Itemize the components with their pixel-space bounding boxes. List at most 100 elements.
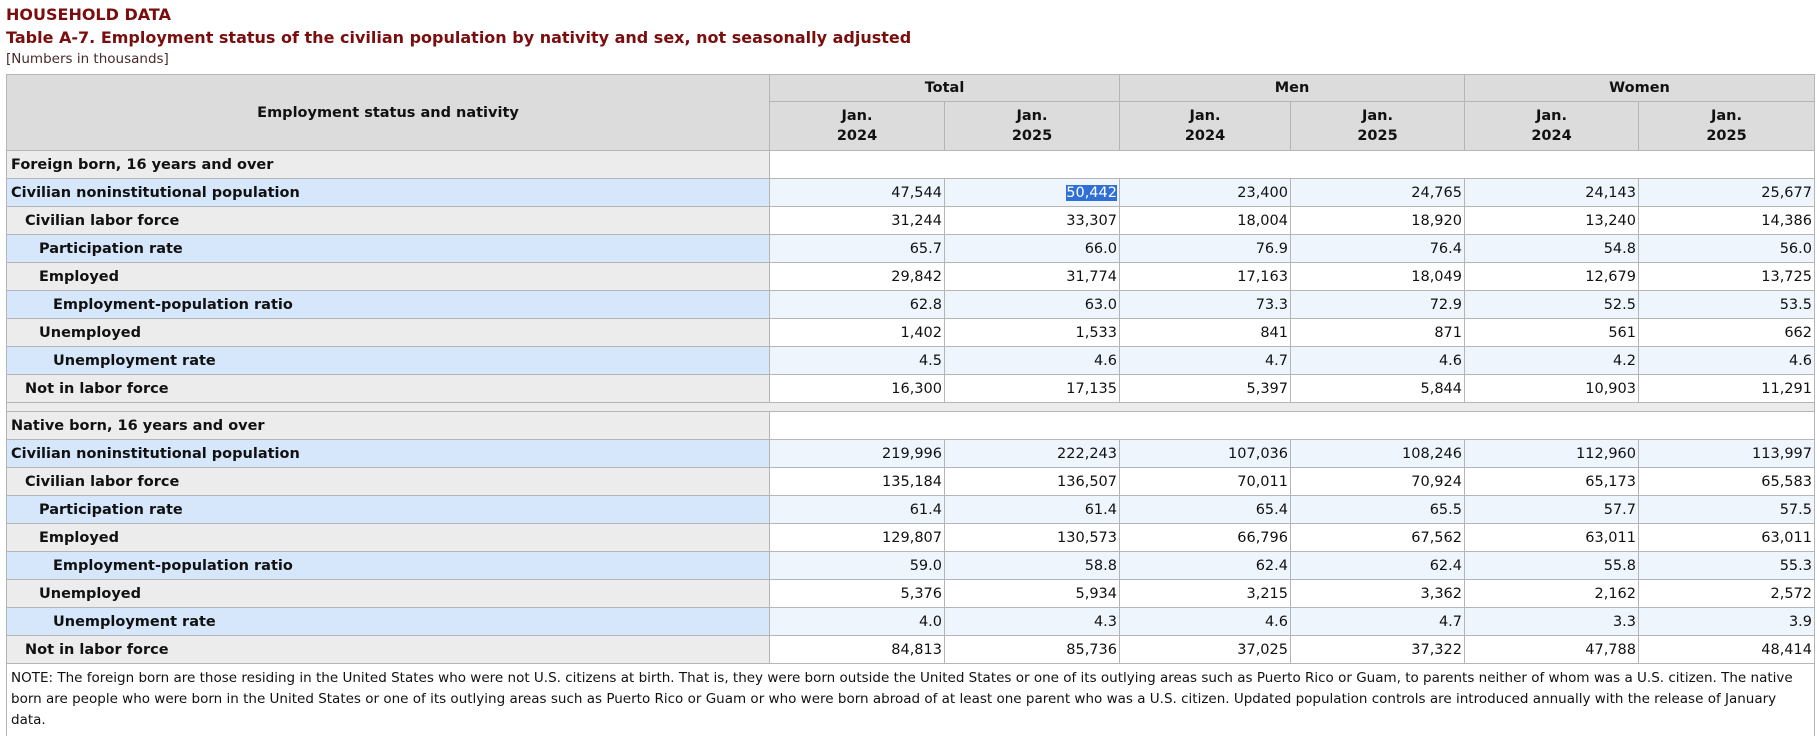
data-row: Civilian labor force 31,244 33,307 18,004 18…	[6, 206, 1815, 235]
value-cell: 23,400	[1119, 178, 1291, 207]
value-cell: 5,397	[1119, 374, 1291, 403]
value-cell: 55.8	[1464, 551, 1639, 580]
stub-header: Employment status and nativity	[6, 74, 770, 151]
row-label: Civilian labor force	[6, 467, 770, 496]
column-header-line: Jan.	[841, 108, 873, 124]
column-header: Jan. 2025	[1638, 101, 1815, 151]
table-head: Employment status and nativity Total Men Wo…	[6, 74, 1815, 151]
header-row: Jan. 2024 Jan. 2025 Jan. 2024 Jan. 2025 Jan. 2024…	[7, 101, 1815, 151]
value-cell: 841	[1119, 318, 1291, 347]
value-cell: 17,135	[944, 374, 1120, 403]
value-cell: 129,807	[769, 523, 945, 552]
value-cell: 4.6	[1638, 346, 1815, 375]
value-cell: 53.5	[1638, 290, 1815, 319]
value-cell: 56.0	[1638, 234, 1815, 263]
value-cell: 107,036	[1119, 439, 1291, 468]
data-row: Employment-population ratio 59.0 58.8 62.4 6…	[6, 551, 1815, 580]
column-header-line: 2024	[1184, 128, 1226, 144]
value-cell: 4.3	[944, 607, 1120, 636]
value-cell: 13,725	[1638, 262, 1815, 291]
column-header-line: Jan.	[1535, 108, 1567, 124]
group-header: Men	[1119, 74, 1465, 102]
data-row: Not in labor force 16,300 17,135 5,397 5,844…	[6, 374, 1815, 403]
value-cell: 70,011	[1119, 467, 1291, 496]
value-cell: 136,507	[944, 467, 1120, 496]
value-cell: 57.5	[1638, 495, 1815, 524]
column-header: Jan. 2025	[944, 101, 1120, 151]
note-row: NOTE: The foreign born are those residin…	[6, 663, 1815, 736]
spacer-cell	[6, 402, 1815, 412]
data-row: Unemployment rate 4.0 4.3 4.6 4.7 3.3 3.9	[6, 607, 1815, 636]
section-row: Native born, 16 years and over	[6, 411, 1815, 440]
row-label: Not in labor force	[6, 374, 770, 403]
data-row: Civilian noninstitutional population 219,…	[6, 439, 1815, 468]
value-cell: 65.7	[769, 234, 945, 263]
row-label: Employment-population ratio	[6, 290, 770, 319]
value-cell: 37,322	[1290, 635, 1465, 664]
column-header-line: 2025	[1706, 128, 1747, 144]
value-cell: 72.9	[1290, 290, 1465, 319]
value-cell: 1,533	[944, 318, 1120, 347]
value-cell: 54.8	[1464, 234, 1639, 263]
value-cell: 4.0	[769, 607, 945, 636]
section-blank	[769, 150, 1815, 179]
value-cell: 662	[1638, 318, 1815, 347]
value-cell: 10,903	[1464, 374, 1639, 403]
data-row: Employment-population ratio 62.8 63.0 73.3 7…	[6, 290, 1815, 319]
value-cell: 113,997	[1638, 439, 1815, 468]
table-subtitle: [Numbers in thousands]	[6, 51, 169, 67]
value-cell: 2,162	[1464, 579, 1639, 608]
value-cell: 561	[1464, 318, 1639, 347]
value-cell: 62.8	[769, 290, 945, 319]
value-cell: 2,572	[1638, 579, 1815, 608]
row-label: Unemployed	[6, 579, 770, 608]
value-cell: 73.3	[1119, 290, 1291, 319]
value-cell: 61.4	[944, 495, 1120, 524]
data-row: Civilian labor force 135,184 136,507 70,011…	[6, 467, 1815, 496]
value-cell: 57.7	[1464, 495, 1639, 524]
value-cell: 63,011	[1638, 523, 1815, 552]
value-cell: 66,796	[1119, 523, 1291, 552]
column-header-line: 2024	[1531, 128, 1572, 144]
data-row: Participation rate 65.7 66.0 76.9 76.4 54.8 56…	[6, 234, 1815, 263]
section-title: Native born, 16 years and over	[6, 411, 770, 440]
value-cell: 31,244	[769, 206, 945, 235]
value-cell: 3.3	[1464, 607, 1639, 636]
value-cell: 24,765	[1290, 178, 1465, 207]
value-cell: 65.4	[1119, 495, 1291, 524]
row-label: Employed	[6, 262, 770, 291]
value-cell: 130,573	[944, 523, 1120, 552]
value-cell: 48,414	[1638, 635, 1815, 664]
column-header: Jan. 2024	[769, 101, 945, 151]
row-label: Unemployment rate	[6, 607, 770, 636]
value-cell: 5,844	[1290, 374, 1465, 403]
value-cell: 18,920	[1290, 206, 1465, 235]
column-header-line: 2025	[1357, 128, 1398, 144]
data-row: Unemployment rate 4.5 4.6 4.7 4.6 4.2 4.6	[6, 346, 1815, 375]
value-cell: 13,240	[1464, 206, 1639, 235]
value-cell: 58.8	[944, 551, 1120, 580]
value-cell: 3,215	[1119, 579, 1291, 608]
group-header: Women	[1464, 74, 1815, 102]
value-cell: 62.4	[1290, 551, 1465, 580]
row-label: Participation rate	[6, 495, 770, 524]
value-cell: 4.5	[769, 346, 945, 375]
row-label: Unemployment rate	[6, 346, 770, 375]
section-blank	[769, 411, 1815, 440]
value-cell: 66.0	[944, 234, 1120, 263]
section-title: Foreign born, 16 years and over	[6, 150, 770, 179]
value-cell: 63.0	[944, 290, 1120, 319]
data-row: Unemployed 5,376 5,934 3,215 3,362 2,162 2,572	[6, 579, 1815, 608]
value-cell: 1,402	[769, 318, 945, 347]
row-label: Participation rate	[6, 234, 770, 263]
data-row: Employed 29,842 31,774 17,163 18,049 12,679 13…	[6, 262, 1815, 291]
value-cell: 18,004	[1119, 206, 1291, 235]
value-cell: 12,679	[1464, 262, 1639, 291]
column-header-line: 2024	[836, 128, 878, 144]
column-header: Jan. 2025	[1290, 101, 1465, 151]
column-header-line: 2025	[1011, 128, 1053, 144]
row-label: Civilian noninstitutional population	[6, 178, 770, 207]
data-row: Civilian noninstitutional population 47,5…	[6, 178, 1815, 207]
value-cell: 65,173	[1464, 467, 1639, 496]
